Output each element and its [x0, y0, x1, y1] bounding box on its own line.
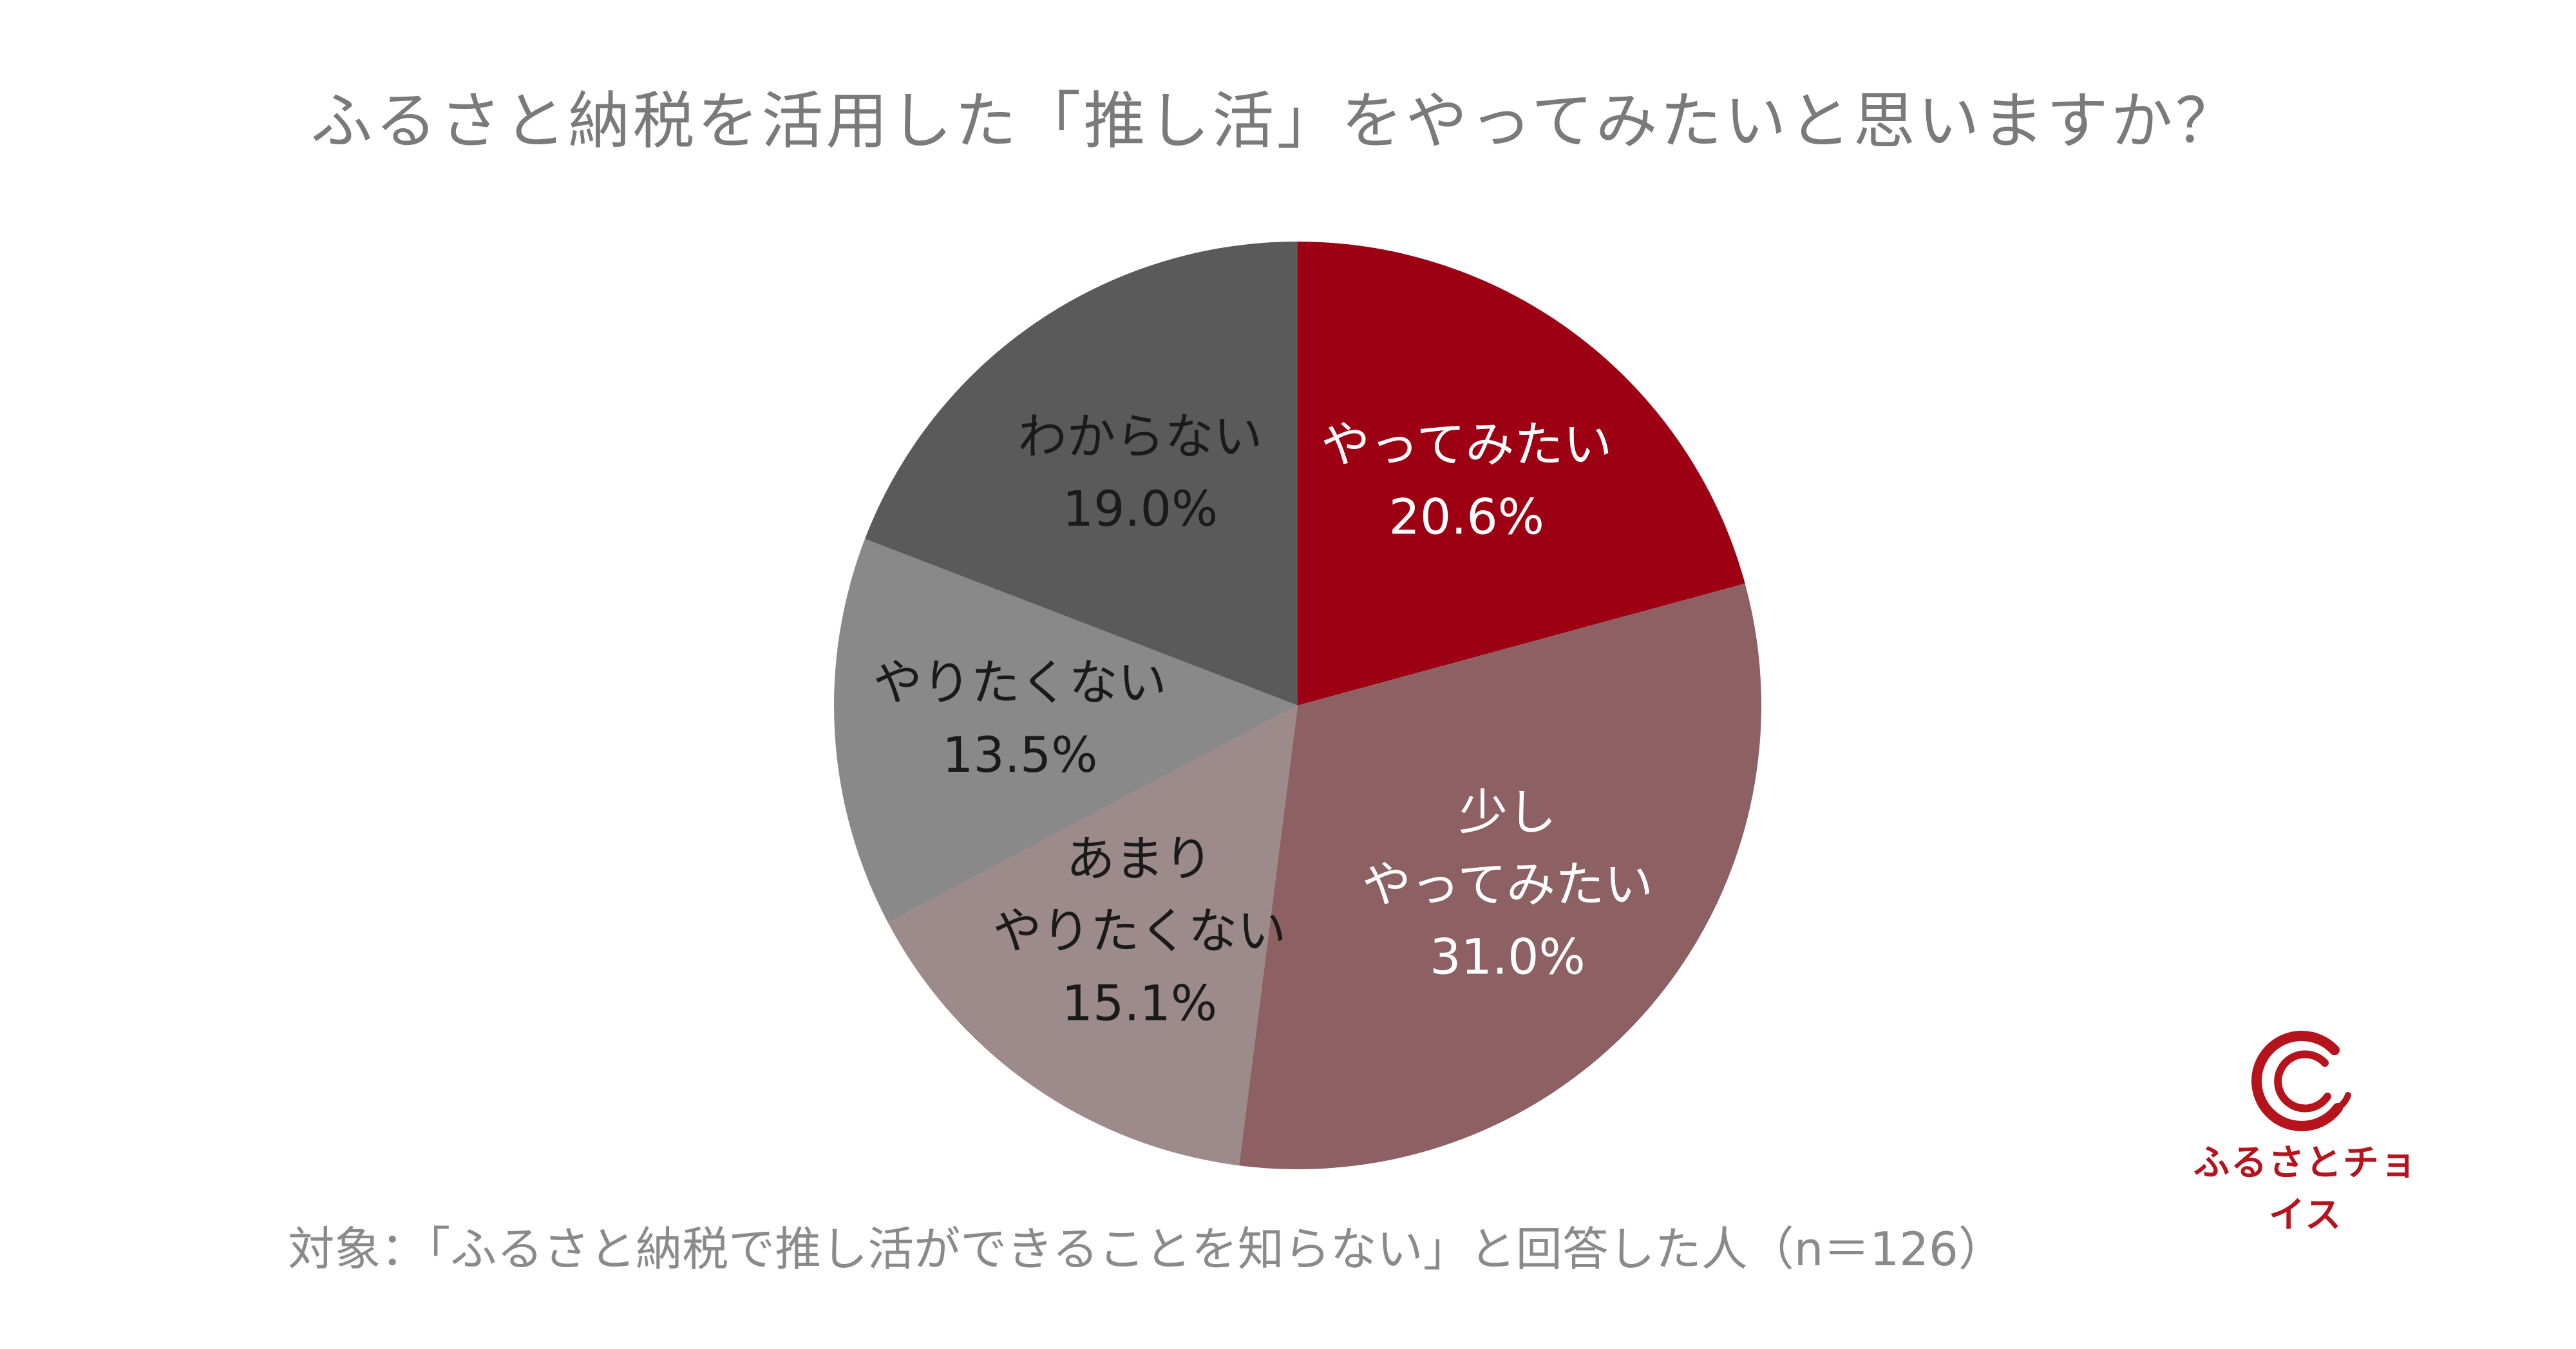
- footnote: 対象：「ふるさと納税で推し活ができることを知らない」と回答した人（n＝126）: [288, 1222, 2005, 1276]
- slice-percent-label-3: 13.5%: [942, 726, 1097, 783]
- slice-category-label-4: わからない: [1018, 408, 1262, 465]
- slice-category-label-1: やってみたい: [1362, 856, 1653, 913]
- pie-slice-1: [1239, 583, 1761, 1169]
- pie-slice-2: [887, 705, 1298, 1166]
- slice-category-label-0: やってみたい: [1321, 416, 1612, 474]
- logo-text: ふるさとチョイス: [2193, 1142, 2418, 1236]
- slice-percent-label-4: 19.0%: [1063, 480, 1218, 537]
- pie-slice-0: [1298, 242, 1745, 705]
- slice-category-label-2: あまり: [1066, 830, 1213, 887]
- slice-percent-label-1: 31.0%: [1430, 928, 1585, 985]
- slice-category-label-2: やりたくない: [992, 902, 1286, 959]
- chart-title: ふるさと納税を活用した「推し活」をやってみたいと思いますか？: [310, 85, 2240, 157]
- slice-category-label-1: 少し: [1459, 783, 1557, 841]
- pie-slice-3: [834, 539, 1298, 923]
- pie-chart: やってみたい20.6%少しやってみたい31.0%あまりやりたくない15.1%やり…: [834, 242, 1761, 1169]
- furusato-choice-logo: ふるさとチョイス: [2177, 1024, 2434, 1236]
- slice-category-label-3: やりたくない: [873, 654, 1167, 711]
- slice-percent-label-2: 15.1%: [1062, 974, 1217, 1031]
- logo-mark-icon: [2251, 1031, 2351, 1131]
- pie-slice-4: [865, 242, 1298, 705]
- slice-percent-label-0: 20.6%: [1389, 488, 1544, 546]
